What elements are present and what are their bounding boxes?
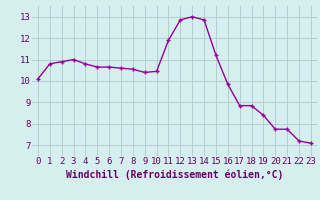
X-axis label: Windchill (Refroidissement éolien,°C): Windchill (Refroidissement éolien,°C) [66,169,283,180]
